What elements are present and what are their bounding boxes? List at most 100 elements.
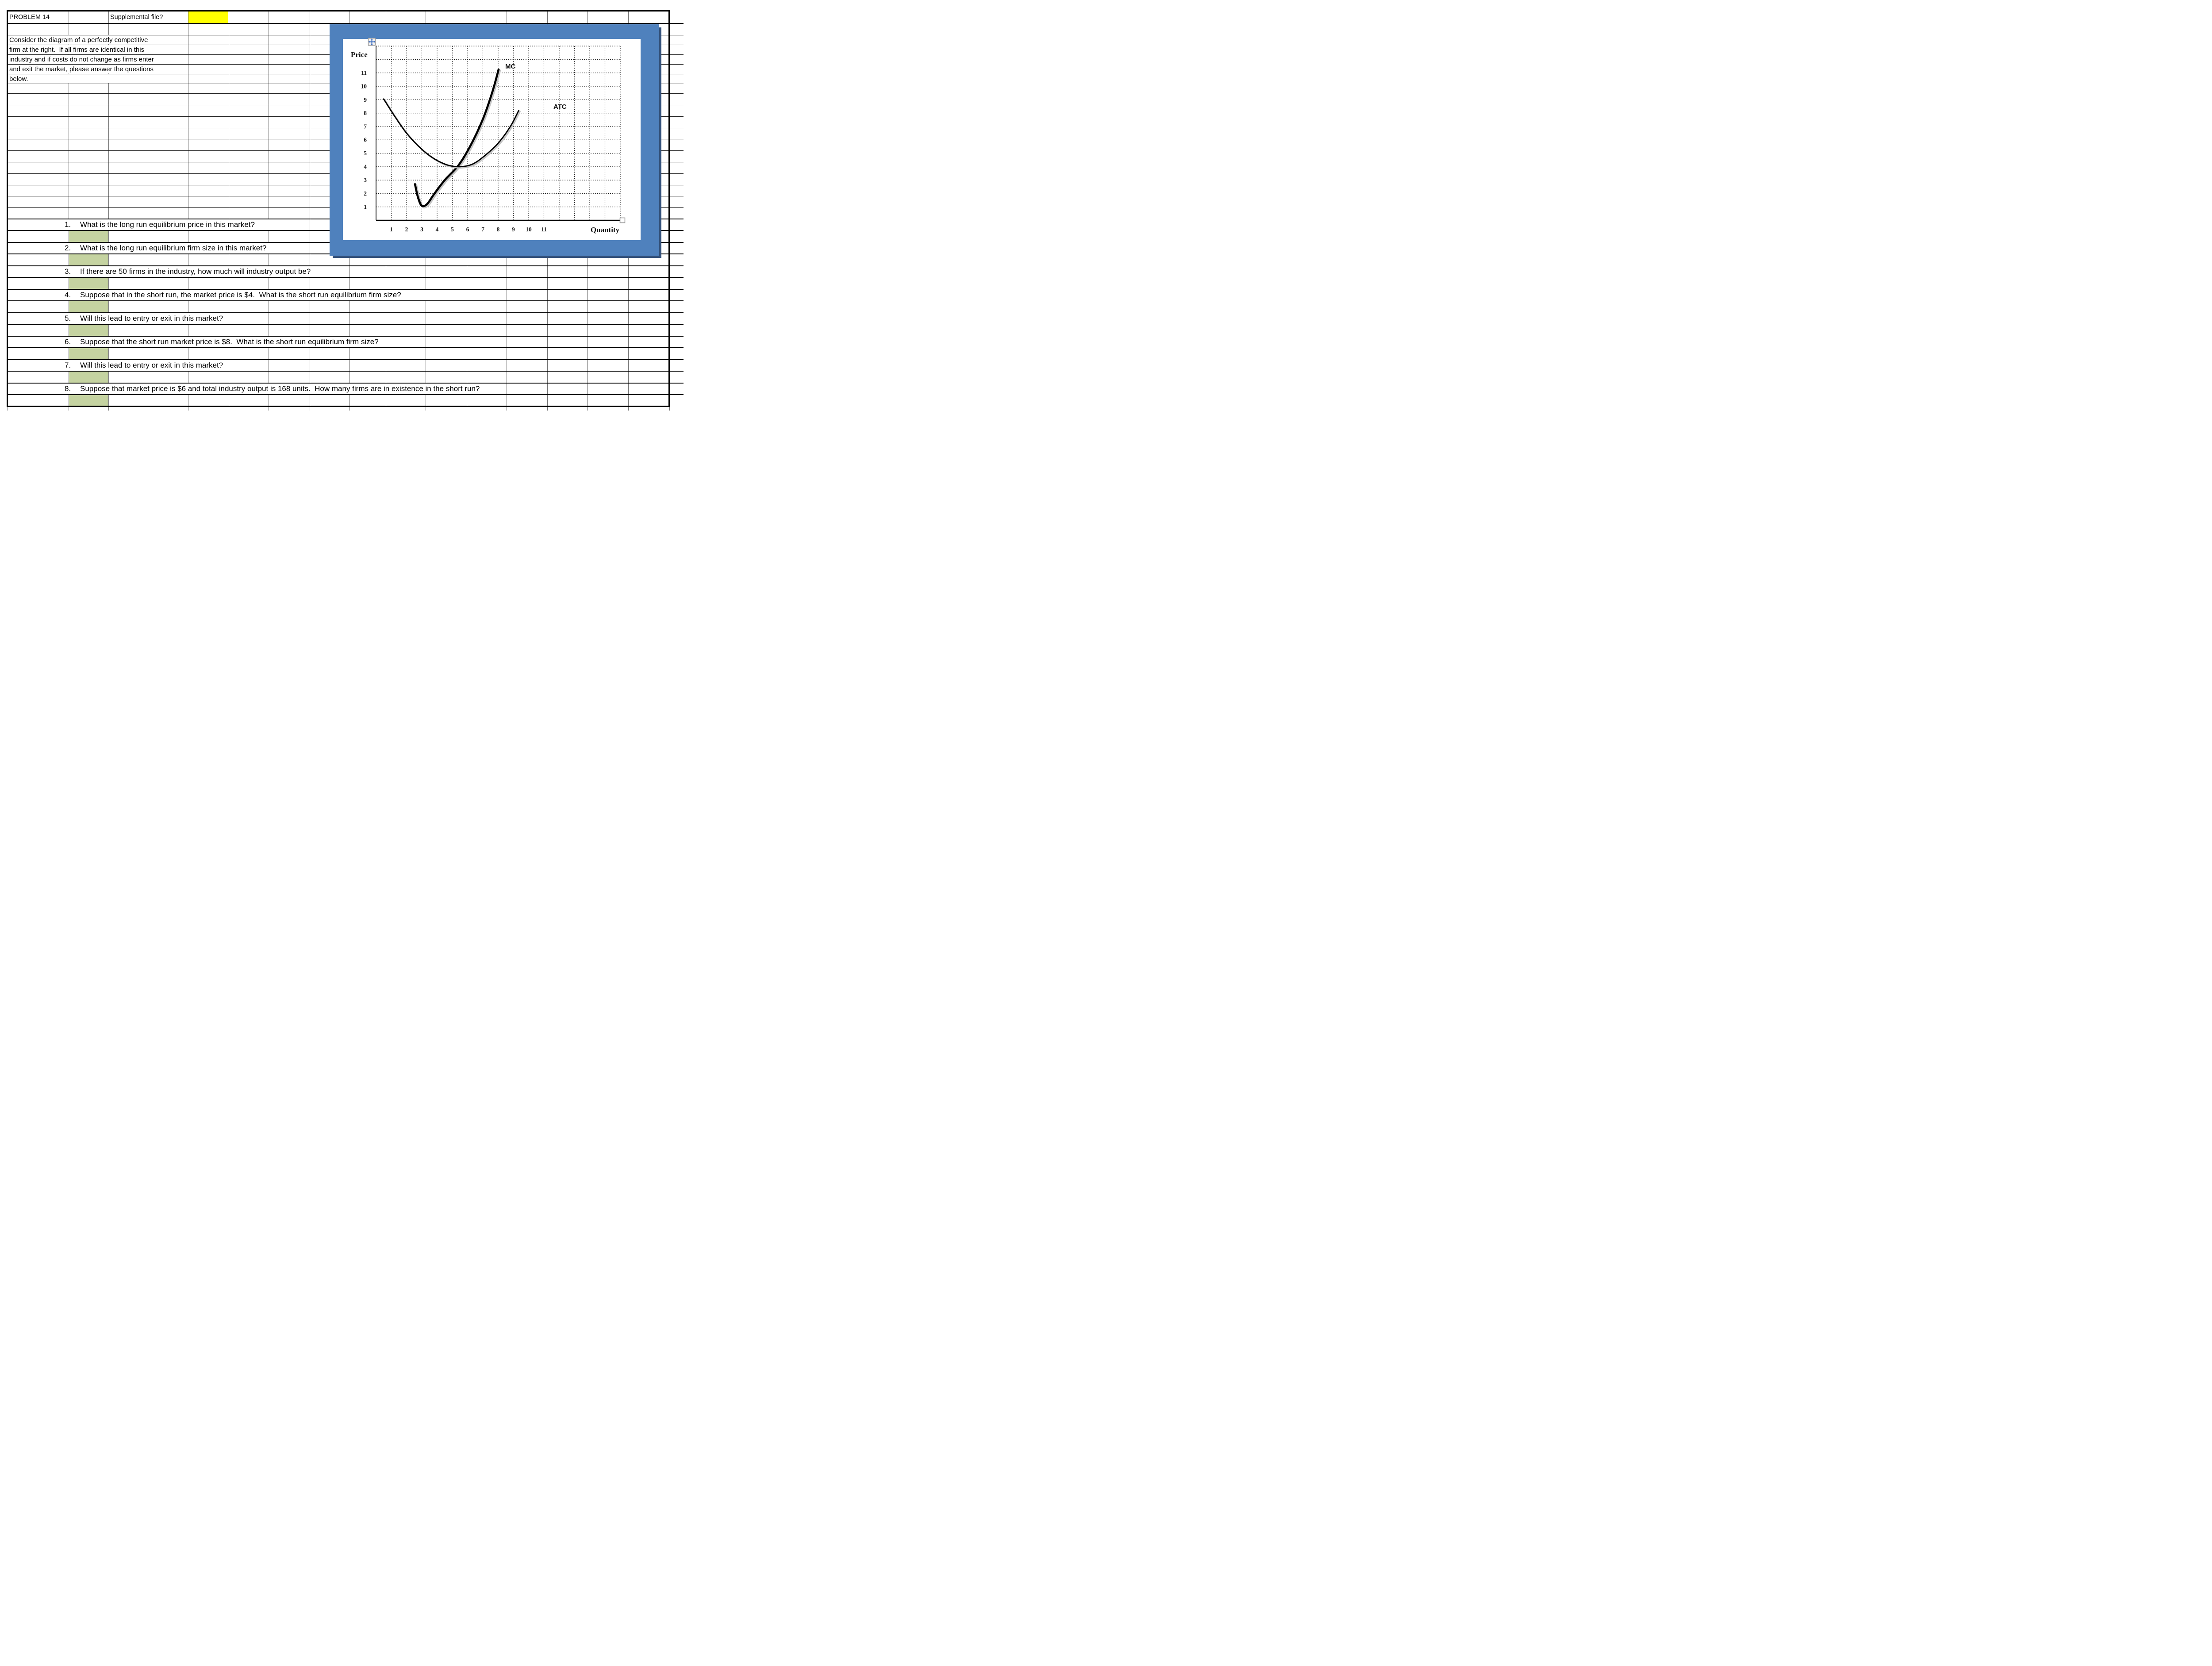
- grid-hline: [8, 371, 684, 372]
- y-tick-label: 8: [364, 110, 367, 116]
- grid-vline: [547, 407, 548, 411]
- grid-vline: [587, 407, 588, 411]
- grid-hline: [8, 336, 684, 337]
- x-tick-label: 8: [497, 226, 500, 233]
- answer-cell[interactable]: [69, 395, 108, 406]
- x-tick-label: 9: [512, 226, 515, 233]
- grid-vline: [108, 11, 109, 407]
- grid-hline: [8, 312, 684, 313]
- x-tick-label: 4: [436, 226, 439, 233]
- paragraph-line: Consider the diagram of a perfectly comp…: [9, 36, 148, 44]
- question-number: 3.: [65, 267, 71, 276]
- x-tick-label: 11: [541, 226, 547, 233]
- paragraph-line: and exit the market, please answer the q…: [9, 65, 154, 73]
- chart-frame[interactable]: 1 2 3 4 5 6 7 8 9 10 11 1 2 3 4 5 6 7 8 9 10 11 Price Quantity M…: [330, 24, 659, 256]
- x-tick-label: 7: [481, 226, 484, 233]
- question-number: 2.: [65, 244, 71, 252]
- question-text: Will this lead to entry or exit in this …: [80, 361, 223, 369]
- text-overflow-patch: [8, 384, 506, 394]
- grid-vline: [349, 407, 350, 411]
- y-tick-label: 6: [364, 137, 367, 143]
- text-overflow-patch: [8, 219, 309, 230]
- answer-cell[interactable]: [69, 301, 108, 312]
- answer-cell[interactable]: [69, 231, 108, 242]
- y-tick-label: 1: [364, 203, 367, 210]
- grid-vline: [108, 407, 109, 411]
- text-overflow-patch: [8, 360, 268, 371]
- quantity-axis-label: Quantity: [591, 226, 620, 234]
- grid-hline: [8, 277, 684, 278]
- y-tick-label: 11: [361, 69, 367, 76]
- paragraph-line: industry and if costs do not change as f…: [9, 56, 154, 63]
- y-tick-label: 3: [364, 177, 367, 184]
- question-text: What is the long run equilibrium firm si…: [80, 244, 267, 252]
- excel-worksheet: { "cells": { "a1": "PROBLEM 14", "c1": "…: [0, 0, 684, 411]
- text-overflow-patch: [8, 55, 188, 64]
- grid-hline: [8, 300, 684, 301]
- mc-label: MC: [505, 63, 515, 70]
- x-tick-label: 1: [390, 226, 393, 233]
- y-tick-label: 2: [364, 190, 367, 197]
- grid-hline: [8, 359, 684, 360]
- text-overflow-patch: [8, 35, 188, 44]
- chart-white-panel: [343, 39, 641, 240]
- grid-hline: [8, 23, 684, 24]
- text-overflow-patch: [8, 337, 425, 347]
- text-overflow-patch: [8, 290, 466, 300]
- move-handle-icon[interactable]: [368, 38, 376, 46]
- atc-label: ATC: [553, 103, 567, 111]
- grid-hline: [8, 324, 684, 325]
- text-overflow-patch: [8, 45, 188, 54]
- answer-cell[interactable]: [69, 372, 108, 383]
- atc-curve: [383, 98, 520, 168]
- grid-hline: [8, 265, 684, 266]
- answer-cell[interactable]: [69, 325, 108, 336]
- question-number: 1.: [65, 220, 71, 229]
- text-overflow-patch: [8, 74, 188, 83]
- grid-hline: [8, 347, 684, 348]
- paragraph-line: below.: [9, 75, 28, 83]
- question-number: 5.: [65, 314, 71, 322]
- text-overflow-patch: [8, 243, 309, 253]
- chart-grid: [376, 46, 621, 220]
- question-number: 6.: [65, 338, 71, 346]
- y-tick-label: 9: [364, 96, 367, 103]
- x-tick-label: 5: [451, 226, 454, 233]
- answer-cell[interactable]: [69, 254, 108, 265]
- text-overflow-patch: [8, 266, 349, 277]
- mc-curve: [414, 68, 500, 207]
- price-axis-label: Price: [351, 50, 368, 59]
- question-text: What is the long run equilibrium price i…: [80, 220, 255, 229]
- question-text: Will this lead to entry or exit in this …: [80, 314, 223, 322]
- grid-hline: [8, 383, 684, 384]
- y-tick-label: 4: [364, 163, 367, 170]
- cell-supplemental-label: Supplemental file?: [110, 14, 163, 21]
- text-overflow-patch: [8, 313, 268, 324]
- answer-cell[interactable]: [69, 278, 108, 289]
- x-tick-label: 2: [405, 226, 408, 233]
- y-tick-label: 5: [364, 150, 367, 157]
- resize-handle[interactable]: [619, 217, 626, 223]
- x-tick-label: 3: [420, 226, 423, 233]
- y-tick-label: 10: [361, 83, 367, 90]
- grid-hline: [8, 394, 684, 395]
- question-text: Suppose that market price is $6 and tota…: [80, 384, 480, 393]
- question-text: Suppose that in the short run, the marke…: [80, 291, 401, 299]
- cell-problem-title: PROBLEM 14: [9, 14, 50, 21]
- question-number: 7.: [65, 361, 71, 369]
- answer-cell[interactable]: [69, 348, 108, 359]
- question-text: Suppose that the short run market price …: [80, 338, 379, 346]
- x-tick-label: 6: [466, 226, 469, 233]
- supplemental-answer-cell[interactable]: [188, 12, 228, 23]
- y-tick-label: 7: [364, 123, 367, 130]
- x-tick-label: 10: [526, 226, 532, 233]
- grid-vline: [669, 407, 670, 411]
- text-overflow-patch: [8, 65, 188, 73]
- question-number: 4.: [65, 291, 71, 299]
- question-text: If there are 50 firms in the industry, h…: [80, 267, 311, 276]
- paragraph-line: firm at the right. If all firms are iden…: [9, 46, 145, 54]
- question-number: 8.: [65, 384, 71, 393]
- grid-vline: [628, 407, 629, 411]
- grid-hline: [8, 289, 684, 290]
